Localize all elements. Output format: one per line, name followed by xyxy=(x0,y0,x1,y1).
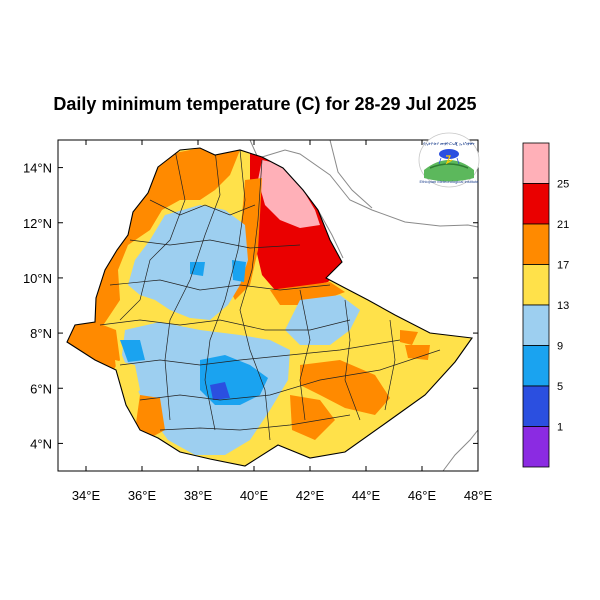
colorbar-label: 25 xyxy=(557,179,569,191)
colorbar-segment xyxy=(522,142,550,184)
lat-tick-label: 8°N xyxy=(30,326,52,341)
admin-boundaries xyxy=(99,149,441,441)
colorbar-segment xyxy=(522,264,550,306)
lat-tick-label: 12°N xyxy=(23,216,52,231)
colorbar-label: 5 xyxy=(557,381,563,393)
colorbar-segment xyxy=(522,183,550,225)
lat-tick-label: 6°N xyxy=(30,381,52,396)
lat-axis: 4°N 6°N 8°N 10°N 12°N 14°N xyxy=(23,161,478,451)
colorbar-label: 17 xyxy=(557,260,569,272)
colorbar-segment xyxy=(522,385,550,427)
colorbar-segment xyxy=(522,223,550,265)
lat-tick-label: 4°N xyxy=(30,436,52,451)
lon-axis: 34°E 36°E 38°E 40°E 42°E 44°E 46°E 48°E xyxy=(72,140,493,503)
colorbar-label: 1 xyxy=(557,422,563,434)
lon-tick-label: 36°E xyxy=(128,488,157,503)
lon-tick-label: 42°E xyxy=(296,488,325,503)
lon-tick-label: 38°E xyxy=(184,488,213,503)
ethiopia-outline xyxy=(66,147,473,467)
colorbar-label: 13 xyxy=(557,300,569,312)
logo-bottom-text: Ethiopian Meteorological Institute xyxy=(420,179,480,184)
colorbar-label: 21 xyxy=(557,219,569,231)
logo-top-text: የኢትዮጵያ መቲዮሮሎጂ ኢንስቲቱት xyxy=(423,141,475,146)
colorbar: 1 5 9 13 17 21 25 xyxy=(522,142,569,468)
ethiopian-meteorological-institute-logo: የኢትዮጵያ መቲዮሮሎጂ ኢንስቲቱት Ethiopian Meteorolo… xyxy=(418,132,480,188)
lon-tick-label: 40°E xyxy=(240,488,269,503)
colorbar-segment xyxy=(522,304,550,346)
map-title: Daily minimum temperature (C) for 28-29 … xyxy=(53,94,477,114)
lat-tick-label: 10°N xyxy=(23,271,52,286)
lon-tick-label: 34°E xyxy=(72,488,101,503)
lon-tick-label: 48°E xyxy=(464,488,493,503)
colorbar-segment xyxy=(522,345,550,387)
colorbar-segment xyxy=(522,426,550,468)
lon-tick-label: 44°E xyxy=(352,488,381,503)
lon-tick-label: 46°E xyxy=(408,488,437,503)
lat-tick-label: 14°N xyxy=(23,161,52,176)
colorbar-label: 9 xyxy=(557,341,563,353)
